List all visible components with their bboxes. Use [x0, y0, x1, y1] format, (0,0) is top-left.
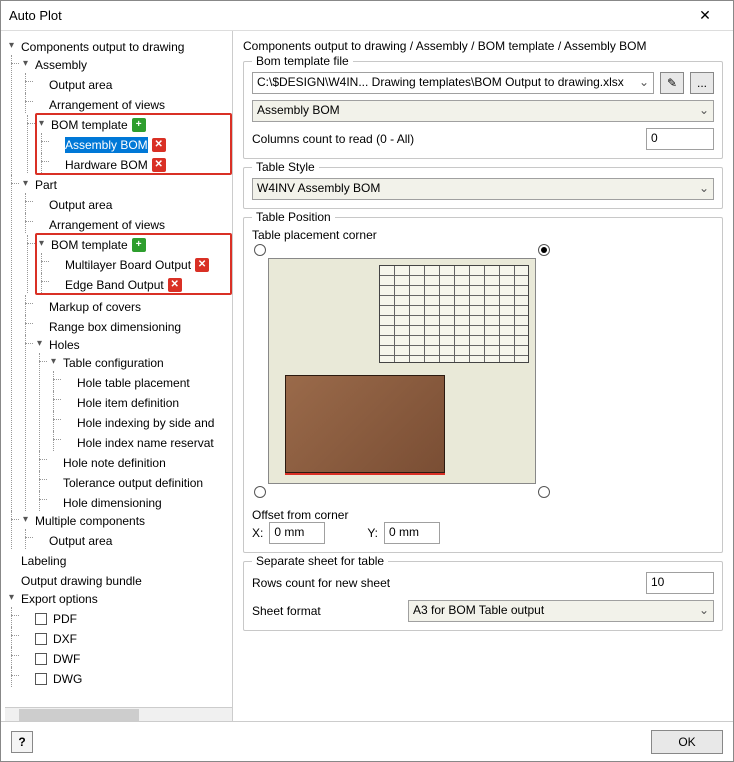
radio-bottom-left[interactable]: [254, 486, 266, 498]
tree-tolerance[interactable]: Tolerance output definition: [49, 475, 205, 491]
tree-export[interactable]: Export options: [7, 591, 100, 607]
radio-top-left[interactable]: [254, 244, 266, 256]
input-offset-y[interactable]: 0 mm: [384, 522, 440, 544]
legend-table-pos: Table Position: [252, 210, 335, 224]
tree-part-output-area[interactable]: Output area: [35, 197, 114, 213]
tree-export-pdf[interactable]: PDF: [21, 611, 79, 627]
combo-table-style[interactable]: W4INV Assembly BOM: [252, 178, 714, 200]
input-cols[interactable]: 0: [646, 128, 714, 150]
label-offset: Offset from corner: [252, 508, 714, 522]
edit-button[interactable]: ✎: [660, 72, 684, 94]
input-offset-x[interactable]: 0 mm: [269, 522, 325, 544]
checkbox-pdf[interactable]: [35, 613, 47, 625]
tree-pane: Components output to drawing Assembly Ou…: [1, 31, 233, 721]
label-rows: Rows count for new sheet: [252, 576, 640, 590]
tree-assembly[interactable]: Assembly: [21, 57, 89, 73]
legend-separate: Separate sheet for table: [252, 554, 388, 568]
preview-table-icon: [379, 265, 529, 363]
group-table-style: Table Style W4INV Assembly BOM: [243, 167, 723, 209]
checkbox-dwf[interactable]: [35, 653, 47, 665]
label-sheet-fmt: Sheet format: [252, 604, 402, 618]
tree-hole-indexing[interactable]: Hole indexing by side and: [63, 415, 216, 431]
add-icon[interactable]: +: [132, 238, 146, 252]
tree-h-scrollbar[interactable]: [5, 707, 232, 721]
help-icon: ?: [18, 735, 25, 749]
breadcrumb: Components output to drawing / Assembly …: [243, 39, 723, 53]
checkbox-dwg[interactable]: [35, 673, 47, 685]
tree-hole-index-name[interactable]: Hole index name reservat: [63, 435, 216, 451]
tree-hole-item-def[interactable]: Hole item definition: [63, 395, 181, 411]
tree-hole-table-placement[interactable]: Hole table placement: [63, 375, 192, 391]
legend-bom-file: Bom template file: [252, 54, 353, 68]
browse-button[interactable]: ...: [690, 72, 714, 94]
tree-part[interactable]: Part: [21, 177, 59, 193]
label-placement: Table placement corner: [252, 228, 714, 242]
combo-bom-path[interactable]: C:\$DESIGN\W4IN... Drawing templates\BOM…: [252, 72, 654, 94]
tree-labeling[interactable]: Labeling: [7, 553, 68, 569]
input-rows[interactable]: 10: [646, 572, 714, 594]
tree-part-arrangement[interactable]: Arrangement of views: [35, 217, 167, 233]
titlebar: Auto Plot ✕: [1, 1, 733, 31]
tree-multiple[interactable]: Multiple components: [21, 513, 147, 529]
window-title: Auto Plot: [9, 8, 685, 23]
tree-export-dxf[interactable]: DXF: [21, 631, 79, 647]
tree-table-cfg[interactable]: Table configuration: [49, 355, 166, 371]
label-cols: Columns count to read (0 - All): [252, 132, 640, 146]
radio-bottom-right[interactable]: [538, 486, 550, 498]
combo-bom-sheet[interactable]: Assembly BOM: [252, 100, 714, 122]
group-table-pos: Table Position Table placement corner Of…: [243, 217, 723, 553]
tree-holes[interactable]: Holes: [35, 337, 82, 353]
group-separate-sheet: Separate sheet for table Rows count for …: [243, 561, 723, 631]
tree-export-dwf[interactable]: DWF: [21, 651, 82, 667]
label-y: Y:: [367, 526, 378, 540]
tree-part-bom-template[interactable]: BOM template+: [37, 237, 148, 253]
tree-hole-note[interactable]: Hole note definition: [49, 455, 168, 471]
tree-multilayer[interactable]: Multilayer Board Output✕: [51, 257, 211, 273]
combo-sheet-fmt[interactable]: A3 for BOM Table output: [408, 600, 714, 622]
placement-preview: [268, 258, 536, 484]
tree-multiple-output[interactable]: Output area: [35, 533, 114, 549]
checkbox-dxf[interactable]: [35, 633, 47, 645]
tree-markup[interactable]: Markup of covers: [35, 299, 143, 315]
ok-button[interactable]: OK: [651, 730, 723, 754]
tree-asm-output-area[interactable]: Output area: [35, 77, 114, 93]
tree-edge-band[interactable]: Edge Band Output✕: [51, 277, 184, 293]
pencil-icon: ✎: [667, 76, 677, 90]
content-pane: Components output to drawing / Assembly …: [233, 31, 733, 721]
tree-assembly-bom[interactable]: Assembly BOM✕: [51, 137, 168, 153]
delete-icon[interactable]: ✕: [168, 278, 182, 292]
tree-output-bundle[interactable]: Output drawing bundle: [7, 573, 144, 589]
delete-icon[interactable]: ✕: [152, 158, 166, 172]
legend-table-style: Table Style: [252, 160, 319, 174]
tree-asm-bom-template[interactable]: BOM template+: [37, 117, 148, 133]
tree-root[interactable]: Components output to drawing: [7, 39, 186, 55]
tree-hole-dim[interactable]: Hole dimensioning: [49, 495, 164, 511]
dialog-footer: ? OK: [1, 721, 733, 761]
preview-board-icon: [285, 375, 445, 473]
add-icon[interactable]: +: [132, 118, 146, 132]
autoplot-dialog: Auto Plot ✕ Components output to drawing…: [0, 0, 734, 762]
radio-top-right[interactable]: [538, 244, 550, 256]
close-icon[interactable]: ✕: [685, 7, 725, 24]
tree-range-box[interactable]: Range box dimensioning: [35, 319, 183, 335]
label-x: X:: [252, 526, 263, 540]
nav-tree[interactable]: Components output to drawing Assembly Ou…: [5, 37, 232, 707]
group-bom-file: Bom template file C:\$DESIGN\W4IN... Dra…: [243, 61, 723, 159]
corner-picker: [252, 242, 552, 500]
help-button[interactable]: ?: [11, 731, 33, 753]
tree-asm-arrangement[interactable]: Arrangement of views: [35, 97, 167, 113]
tree-hardware-bom[interactable]: Hardware BOM✕: [51, 157, 168, 173]
tree-export-dwg[interactable]: DWG: [21, 671, 84, 687]
ellipsis-icon: ...: [697, 76, 707, 90]
delete-icon[interactable]: ✕: [152, 138, 166, 152]
dialog-body: Components output to drawing Assembly Ou…: [1, 31, 733, 721]
delete-icon[interactable]: ✕: [195, 258, 209, 272]
